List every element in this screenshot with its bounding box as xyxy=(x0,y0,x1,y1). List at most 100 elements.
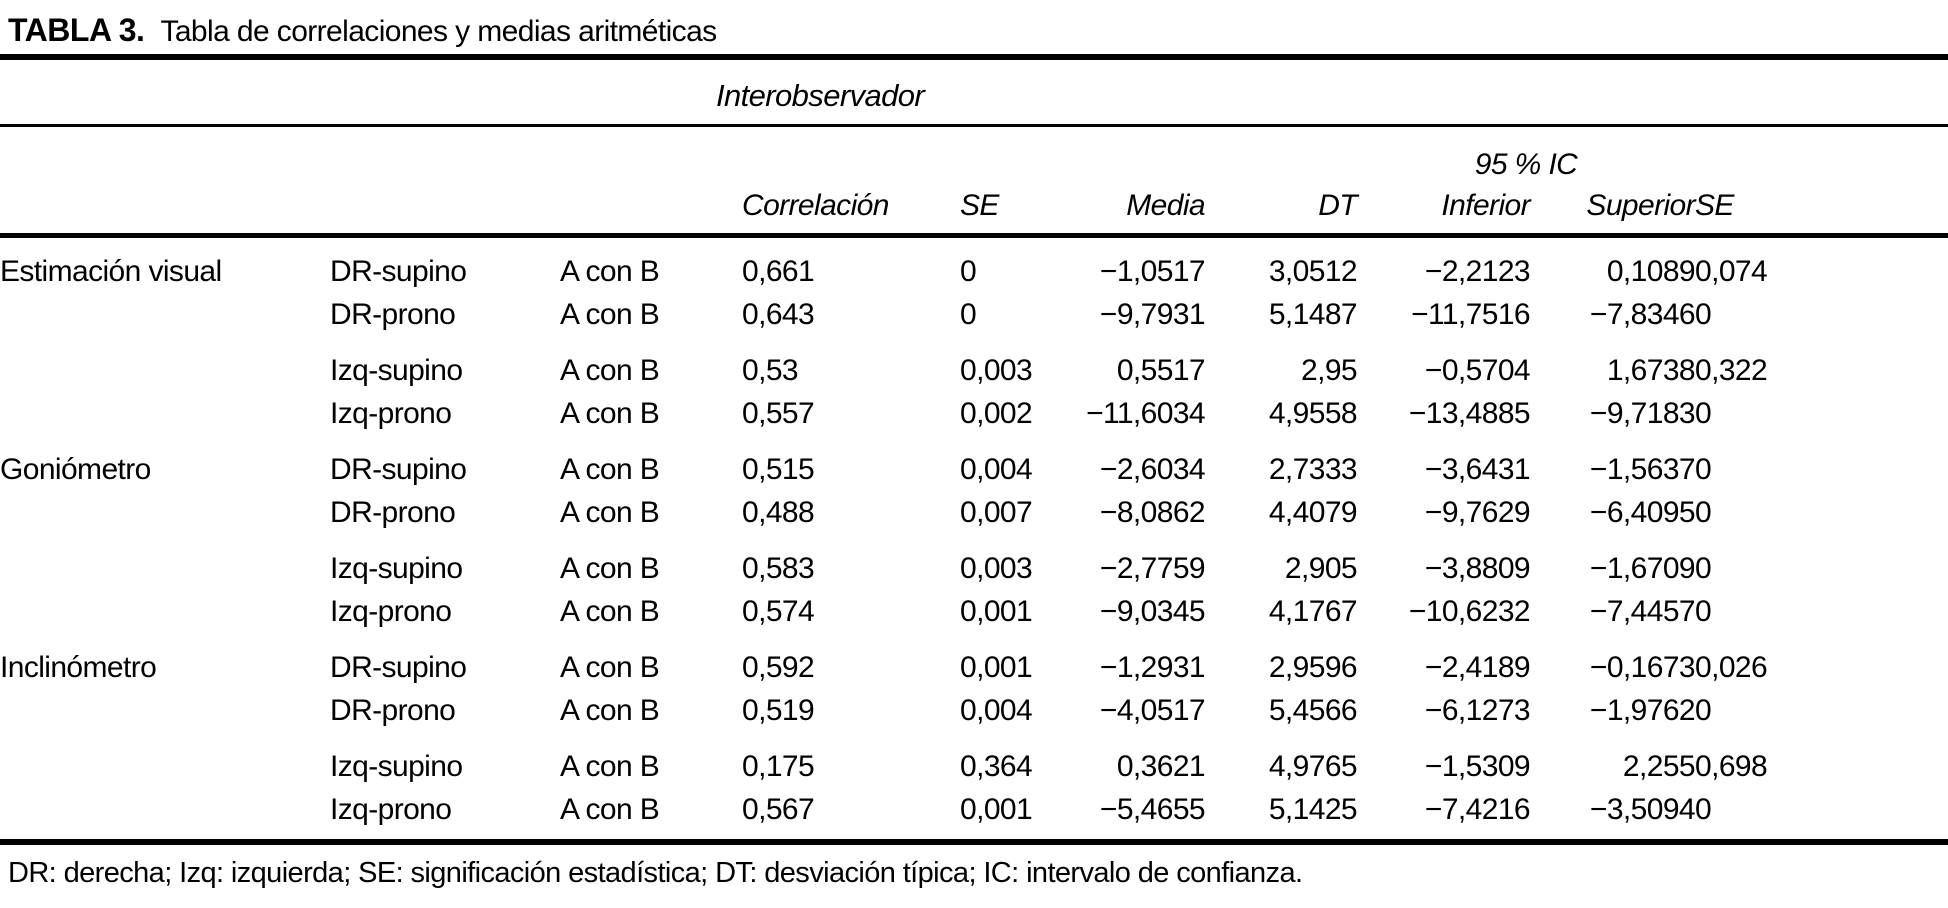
cell-se: 0,001 xyxy=(960,594,1033,628)
cell-dt: 4,1767 xyxy=(1268,594,1358,628)
cell-dt: 2,7333 xyxy=(1268,452,1358,486)
cell-dt: 5,1487 xyxy=(1268,297,1358,331)
cell-comparison: A con B xyxy=(560,792,660,826)
cell-dt: 4,9558 xyxy=(1268,396,1358,430)
table-row: DR-prono A con B 0,643 0 −9,7931 5,1487 … xyxy=(0,293,1948,336)
cell-ci-inferior: −3,8809 xyxy=(1424,551,1531,585)
top-rule xyxy=(0,54,1948,60)
interobservador-header: Interobservador xyxy=(716,78,925,113)
cell-correlation: 0,567 xyxy=(742,792,815,826)
col-header-dt: DT xyxy=(1205,181,1358,238)
cell-ci-superior: −7,4457 xyxy=(1589,594,1696,628)
cell-correlation: 0,583 xyxy=(742,551,815,585)
cell-se: 0 xyxy=(960,254,977,288)
cell-ci-inferior: −7,4216 xyxy=(1424,792,1531,826)
cell-se: 0 xyxy=(960,297,977,331)
cell-ci-inferior: −2,4189 xyxy=(1424,650,1531,684)
cell-dt: 5,4566 xyxy=(1268,693,1358,727)
cell-media: −11,6034 xyxy=(1086,396,1206,430)
cell-dt: 2,9596 xyxy=(1268,650,1358,684)
cell-se2: 0,322 xyxy=(1695,353,1768,387)
cell-ci-superior: −1,9762 xyxy=(1589,693,1696,727)
cell-instrument: Goniómetro xyxy=(0,452,151,486)
cell-media: 0,5517 xyxy=(1116,353,1206,387)
cell-dt: 4,9765 xyxy=(1268,749,1358,783)
table-row: Izq-prono A con B 0,574 0,001 −9,0345 4,… xyxy=(0,590,1948,633)
cell-media: −5,4655 xyxy=(1099,792,1206,826)
cell-ci-inferior: −6,1273 xyxy=(1424,693,1531,727)
cell-ci-inferior: −2,2123 xyxy=(1424,254,1531,288)
cell-position: DR-supino xyxy=(330,650,467,684)
cell-instrument xyxy=(0,745,330,788)
cell-correlation: 0,574 xyxy=(742,594,815,628)
table-row: Izq-supino A con B 0,53 0,003 0,5517 2,9… xyxy=(0,349,1948,392)
cell-position: DR-prono xyxy=(330,495,456,529)
cell-se2: 0 xyxy=(1695,495,1712,529)
cell-dt: 3,0512 xyxy=(1268,254,1358,288)
cell-se: 0,002 xyxy=(960,396,1033,430)
cell-ci-superior: 2,255 xyxy=(1622,749,1696,783)
cell-se: 0,007 xyxy=(960,495,1033,529)
cell-ci-inferior: −9,7629 xyxy=(1424,495,1531,529)
cell-correlation: 0,515 xyxy=(742,452,815,486)
cell-ci-superior: −7,8346 xyxy=(1589,297,1696,331)
cell-comparison: A con B xyxy=(560,254,660,288)
cell-se2: 0,026 xyxy=(1695,650,1768,684)
cell-dt: 2,95 xyxy=(1301,353,1358,387)
row-group-spacer xyxy=(0,336,1948,349)
cell-ci-inferior: −0,5704 xyxy=(1424,353,1531,387)
cell-correlation: 0,592 xyxy=(742,650,815,684)
cell-comparison: A con B xyxy=(560,495,660,529)
row-group-spacer xyxy=(0,732,1948,745)
table-number-label: TABLA 3. xyxy=(8,12,145,48)
cell-se: 0,001 xyxy=(960,792,1033,826)
cell-comparison: A con B xyxy=(560,452,660,486)
table-caption: Tabla de correlaciones y medias aritméti… xyxy=(160,15,717,48)
cell-instrument xyxy=(0,349,330,392)
cell-se2: 0 xyxy=(1695,452,1712,486)
top-spacer xyxy=(0,236,1948,251)
cell-correlation: 0,557 xyxy=(742,396,815,430)
cell-media: −9,7931 xyxy=(1099,297,1206,331)
cell-se2: 0,698 xyxy=(1695,749,1768,783)
cell-correlation: 0,488 xyxy=(742,495,815,529)
cell-position: Izq-prono xyxy=(330,792,452,826)
cell-media: −4,0517 xyxy=(1099,693,1206,727)
correlations-table: Interobservador 95 % IC Correlación SE M… xyxy=(0,60,1948,831)
cell-position: Izq-prono xyxy=(330,396,452,430)
cell-dt: 4,4079 xyxy=(1268,495,1358,529)
column-header-row: Correlación SE Media DT Inferior Superio… xyxy=(0,181,1948,238)
cell-ci-inferior: −13,4885 xyxy=(1408,396,1531,430)
cell-instrument xyxy=(0,293,330,336)
footnote: DR: derecha; Izq: izquierda; SE: signifi… xyxy=(8,857,1303,889)
cell-media: −9,0345 xyxy=(1099,594,1206,628)
cell-position: DR-prono xyxy=(330,297,456,331)
cell-ci-superior: 1,6738 xyxy=(1606,353,1696,387)
cell-correlation: 0,661 xyxy=(742,254,815,288)
cell-ci-inferior: −10,6232 xyxy=(1408,594,1531,628)
table-row: Estimación visual DR-supino A con B 0,66… xyxy=(0,250,1948,293)
cell-se: 0,004 xyxy=(960,452,1033,486)
col-header-se: SE xyxy=(960,181,1080,238)
cell-media: 0,3621 xyxy=(1116,749,1206,783)
row-group-spacer xyxy=(0,534,1948,547)
cell-ci-superior: −1,6709 xyxy=(1589,551,1696,585)
cell-ci-superior: −9,7183 xyxy=(1589,396,1696,430)
table-title: TABLA 3. Tabla de correlaciones y medias … xyxy=(0,0,1948,54)
cell-instrument xyxy=(0,590,330,633)
cell-comparison: A con B xyxy=(560,297,660,331)
ci-header-row: 95 % IC xyxy=(0,126,1948,182)
cell-ci-inferior: −3,6431 xyxy=(1424,452,1531,486)
col-header-media: Media xyxy=(1080,181,1206,238)
cell-se2: 0,074 xyxy=(1695,254,1768,288)
span-header-row: Interobservador xyxy=(0,60,1948,127)
cell-comparison: A con B xyxy=(560,353,660,387)
cell-se2: 0 xyxy=(1695,297,1712,331)
cell-media: −8,0862 xyxy=(1099,495,1206,529)
table-row: Izq-supino A con B 0,175 0,364 0,3621 4,… xyxy=(0,745,1948,788)
cell-position: Izq-supino xyxy=(330,551,463,585)
cell-instrument: Inclinómetro xyxy=(0,650,157,684)
cell-ci-superior: −1,5637 xyxy=(1589,452,1696,486)
table-row: DR-prono A con B 0,519 0,004 −4,0517 5,4… xyxy=(0,689,1948,732)
